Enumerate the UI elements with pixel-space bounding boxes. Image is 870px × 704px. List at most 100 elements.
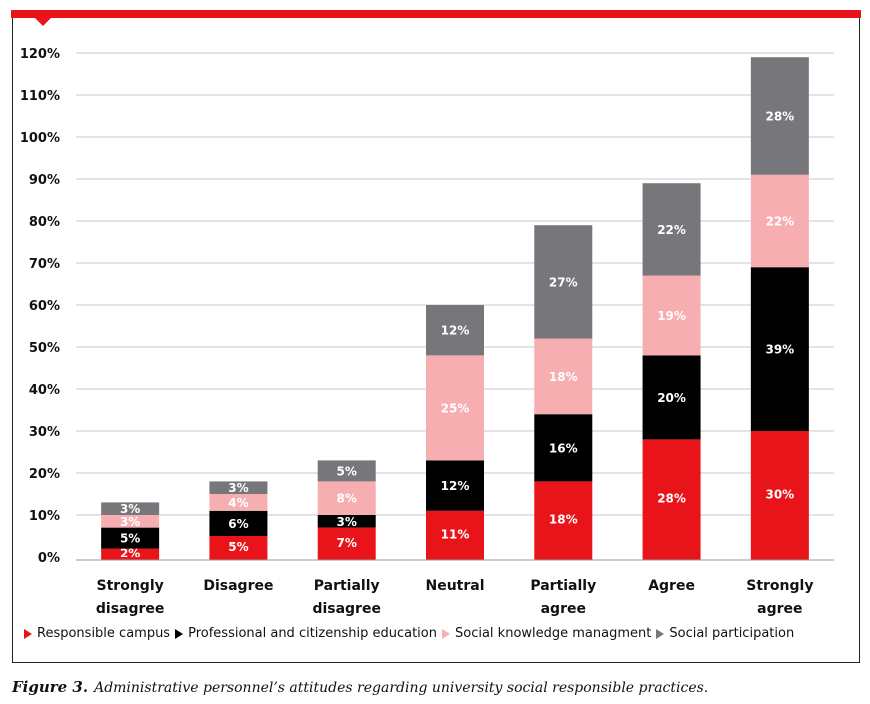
data-label: 6% xyxy=(228,517,248,531)
y-tick-label: 10% xyxy=(29,509,60,524)
y-tick-label: 120% xyxy=(20,47,60,62)
x-category-label: Disagree xyxy=(203,578,273,594)
y-tick-label: 20% xyxy=(29,467,60,482)
bar-segment xyxy=(209,536,268,557)
bar-segment xyxy=(209,510,268,536)
x-category-label: agree xyxy=(541,601,586,617)
y-tick-label: 50% xyxy=(29,341,60,356)
bar-segment xyxy=(642,355,701,440)
data-label: 4% xyxy=(228,496,248,510)
data-label: 22% xyxy=(657,223,686,237)
y-tick-label: 40% xyxy=(29,383,60,398)
x-category-label: Partially xyxy=(314,578,380,594)
data-label: 16% xyxy=(549,441,578,455)
data-label: 27% xyxy=(549,275,578,289)
y-tick-label: 0% xyxy=(38,551,60,566)
data-label: 19% xyxy=(657,309,686,323)
y-tick-label: 60% xyxy=(29,299,60,314)
bar-segment xyxy=(534,338,593,415)
legend-marker-icon xyxy=(175,628,184,639)
data-label: 22% xyxy=(765,215,794,229)
header-accent-bar xyxy=(11,10,861,18)
data-label: 18% xyxy=(549,513,578,527)
bar-segment xyxy=(642,275,701,356)
data-label: 2% xyxy=(120,546,140,560)
data-label: 12% xyxy=(441,324,470,338)
bar-segment xyxy=(317,515,376,528)
bar-segment xyxy=(209,494,268,511)
bar-segment xyxy=(426,510,484,557)
y-tick-label: 70% xyxy=(29,257,60,272)
bar-base xyxy=(750,557,809,560)
data-label: 7% xyxy=(337,536,357,550)
bar-segment xyxy=(534,414,593,482)
caption-text: Administrative personnel’s attitudes reg… xyxy=(94,680,709,696)
data-label: 5% xyxy=(228,540,248,554)
y-tick-label: 90% xyxy=(29,173,60,188)
legend-marker-icon xyxy=(24,628,32,639)
data-label: 39% xyxy=(765,343,794,357)
bar-segment xyxy=(317,460,376,482)
bar-segment xyxy=(642,183,701,276)
data-label: 5% xyxy=(120,532,140,546)
y-axis: 0% 10% 20% 30% 40% 50% 60% 70% 80% 90% 100% 110% 120… xyxy=(20,47,60,566)
data-label: 8% xyxy=(337,492,357,506)
x-category-label: disagree xyxy=(96,601,165,617)
x-category-label: Neutral xyxy=(425,578,484,594)
figure-caption: Figure 3. Administrative personnel’s atti… xyxy=(12,678,708,696)
y-tick-label: 100% xyxy=(20,131,60,146)
x-category-label: Strongly xyxy=(746,578,813,594)
y-tick-label: 30% xyxy=(29,425,60,440)
bar-base xyxy=(426,557,484,560)
data-label: 28% xyxy=(765,110,794,124)
bars: 2%5%3%3%5%6%4%3%7%3%8%5%11%12%25%12%18%1… xyxy=(101,57,809,560)
bar-segment xyxy=(750,57,809,175)
data-label: 20% xyxy=(657,391,686,405)
legend-marker-icon xyxy=(442,628,450,639)
legend-label: Professional and citizenship education xyxy=(188,626,437,641)
legend-item: Social participation xyxy=(656,626,794,641)
bar-segment xyxy=(534,225,593,339)
bar-base xyxy=(317,557,376,560)
data-label: 18% xyxy=(549,370,578,384)
data-label: 30% xyxy=(765,488,794,502)
bar-segment xyxy=(101,502,160,515)
bar-segment xyxy=(642,439,701,557)
x-category-label: Strongly xyxy=(97,578,164,594)
data-label: 28% xyxy=(657,492,686,506)
legend-item: Social knowledge managment xyxy=(442,626,651,641)
bar-segment xyxy=(534,481,593,557)
bar-segment xyxy=(750,431,809,557)
bar-base xyxy=(101,557,160,560)
bar-segment xyxy=(426,305,484,356)
y-tick-label: 110% xyxy=(20,89,60,104)
legend-label: Social knowledge managment xyxy=(455,626,652,641)
bar-base xyxy=(534,557,593,560)
bar-segment xyxy=(209,481,268,494)
legend-label: Responsible campus xyxy=(37,626,171,641)
bar-segment xyxy=(101,527,160,549)
x-category-label: Agree xyxy=(648,578,695,594)
bar-segment xyxy=(426,460,484,511)
legend-label: Social participation xyxy=(669,626,795,641)
data-label: 3% xyxy=(337,515,357,529)
bar-segment xyxy=(426,355,484,461)
x-category-label: Partially xyxy=(530,578,596,594)
data-label: 11% xyxy=(441,527,470,541)
data-label: 5% xyxy=(337,464,357,478)
bar-segment xyxy=(317,481,376,515)
legend: Responsible campus Professional and citiz… xyxy=(24,626,799,641)
data-label: 12% xyxy=(441,479,470,493)
legend-item: Responsible campus xyxy=(24,626,170,641)
stacked-bar-chart: 0% 10% 20% 30% 40% 50% 60% 70% 80% 90% 100% 110% 120… xyxy=(20,47,834,617)
bar-segment xyxy=(750,174,809,268)
x-category-label: disagree xyxy=(312,601,381,617)
bar-segment xyxy=(750,267,809,431)
bar-segment xyxy=(101,548,160,557)
legend-marker-icon xyxy=(656,628,665,639)
data-label: 25% xyxy=(441,401,470,415)
x-category-label: agree xyxy=(757,601,802,617)
bar-base xyxy=(209,557,268,560)
x-axis: Strongly disagree Disagree Partially disagre… xyxy=(76,559,834,617)
legend-item: Professional and citizenship education xyxy=(175,626,437,641)
